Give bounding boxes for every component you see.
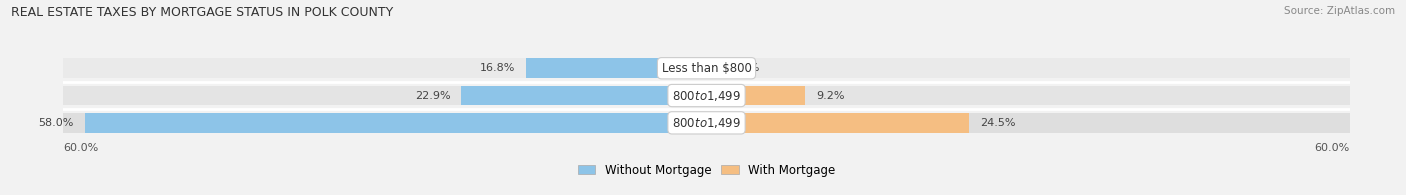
Text: 60.0%: 60.0% xyxy=(1315,143,1350,153)
Bar xyxy=(63,58,1350,78)
Bar xyxy=(461,86,707,105)
Text: $800 to $1,499: $800 to $1,499 xyxy=(672,89,741,103)
Bar xyxy=(63,113,1350,133)
Bar xyxy=(63,86,1350,105)
Text: $800 to $1,499: $800 to $1,499 xyxy=(672,116,741,130)
Bar xyxy=(707,113,969,133)
Text: 60.0%: 60.0% xyxy=(63,143,98,153)
Text: 0.62%: 0.62% xyxy=(724,63,759,73)
Text: Source: ZipAtlas.com: Source: ZipAtlas.com xyxy=(1284,6,1395,16)
Text: REAL ESTATE TAXES BY MORTGAGE STATUS IN POLK COUNTY: REAL ESTATE TAXES BY MORTGAGE STATUS IN … xyxy=(11,6,394,19)
Text: 24.5%: 24.5% xyxy=(980,118,1015,128)
Text: 58.0%: 58.0% xyxy=(38,118,75,128)
Text: 16.8%: 16.8% xyxy=(481,63,516,73)
Text: 22.9%: 22.9% xyxy=(415,90,450,101)
Text: Less than $800: Less than $800 xyxy=(662,62,751,75)
Bar xyxy=(84,113,707,133)
Bar xyxy=(707,86,806,105)
Bar xyxy=(707,58,713,78)
Bar xyxy=(526,58,707,78)
Text: 9.2%: 9.2% xyxy=(815,90,845,101)
Legend: Without Mortgage, With Mortgage: Without Mortgage, With Mortgage xyxy=(574,159,839,181)
